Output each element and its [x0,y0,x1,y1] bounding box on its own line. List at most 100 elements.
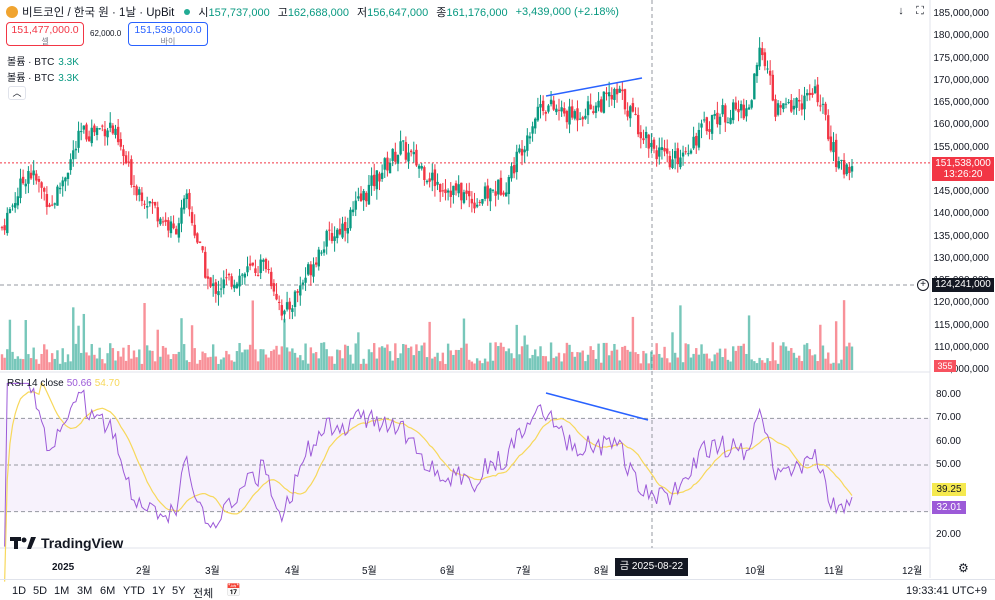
volume-bar [16,356,20,370]
volume-bar [834,321,838,370]
range-button-전체[interactable]: 전체 [193,588,214,600]
volume-bar [29,358,33,370]
candle-body [766,68,769,70]
candle-body [605,92,608,95]
candle-body [114,128,117,135]
candle-body [441,190,445,192]
candle-body [705,117,709,132]
candle-body [367,184,371,205]
range-button-1d[interactable]: 1D [12,585,27,597]
candle-body [32,170,35,176]
candle-body [370,175,373,186]
candle-body [106,130,109,138]
candle-body [246,266,249,273]
candle-body [359,193,363,202]
volume-bar [668,362,672,370]
volume-bar [716,352,719,370]
candle-body [11,205,14,207]
candle-body [534,118,537,129]
volume-bar [446,343,450,370]
candle-body [470,198,474,204]
add-alert-icon[interactable]: + [917,279,929,291]
calendar-icon[interactable]: 📅 [226,583,241,597]
volume-bar [771,342,775,370]
tradingview-logo-icon [10,537,36,549]
chevron-up-icon[interactable]: ︿ [8,86,26,100]
volume-bar [563,353,566,370]
fullscreen-icon[interactable]: ⛶ [916,5,924,17]
volume-bar [848,342,851,370]
download-icon[interactable]: ↓ [898,5,904,17]
candle-body [248,263,252,266]
candle-body [465,190,468,194]
volume-bar [122,347,125,370]
range-button-1y[interactable]: 1Y [152,585,166,597]
candle-body [98,128,101,130]
candle-body [365,192,368,202]
price-axis-label: 115,000,000 [934,319,989,331]
gear-icon[interactable]: ⚙ [958,561,969,575]
volume-bar [222,357,225,370]
volume-bar [206,357,210,370]
volume-bar [164,347,167,370]
candle-body [531,126,534,134]
candle-body [285,302,289,310]
clock[interactable]: 19:33:41 UTC+9 [905,585,987,597]
range-button-3m[interactable]: 3M [77,585,93,597]
time-axis-label: 2025 [52,562,75,573]
candle-body [774,99,777,117]
volume-bar [211,344,215,370]
candle-body [468,190,471,197]
volume-bar [307,363,310,370]
volume-bar [576,352,579,370]
candle-body [834,139,838,168]
candle-body [819,105,822,107]
volume-bar [758,357,761,370]
volume-bar [739,345,743,370]
symbol-title[interactable]: 비트코인 / 한국 원 · 1날 · UpBit [22,7,175,19]
range-button-5d[interactable]: 5D [33,585,48,597]
volume-tag: 355 [934,360,956,372]
volume-bar [642,350,645,370]
candle-body [718,116,722,125]
volume-bar [114,360,117,370]
rsi-axis-label: 70.00 [935,412,961,424]
buy-button[interactable]: 151,539,000.0 바이 [128,22,208,46]
volume-bar [13,358,17,370]
candle-body [795,97,798,108]
volume-bar [541,356,545,370]
range-button-ytd[interactable]: YTD [123,585,145,597]
volume-bar [423,342,426,370]
candle-body [573,111,577,119]
tradingview-logo[interactable]: TradingView [10,535,123,551]
candle-body [539,104,542,108]
volume-legend-2[interactable]: 볼륨 · BTC 3.3K [7,73,79,84]
candle-body [655,150,658,160]
candle-body [679,157,682,168]
candle-body [779,105,782,108]
candle-body [209,277,212,287]
candle-body [523,149,526,153]
volume-bar [188,361,191,370]
range-button-6m[interactable]: 6M [100,585,116,597]
candle-body [375,170,379,190]
range-button-1m[interactable]: 1M [54,585,70,597]
candle-body [35,173,38,181]
sell-button[interactable]: 151,477,000.0 셀 [6,22,84,46]
range-button-5y[interactable]: 5Y [172,585,186,597]
volume-bar [77,325,80,370]
volume-bar [175,354,178,370]
candle-body [666,148,669,154]
rsi-legend[interactable]: RSI 14 close 50.66 54.70 [7,378,120,389]
volume-bar [729,361,732,370]
volume-legend-1[interactable]: 볼륨 · BTC 3.3K [7,57,79,68]
volume-bar [800,361,804,370]
volume-bar [745,353,748,370]
volume-bar [536,356,540,370]
volume-bar [296,357,299,370]
volume-bar [713,354,716,370]
candle-body [217,291,220,296]
volume-bar [819,324,822,370]
candle-body [124,155,128,164]
